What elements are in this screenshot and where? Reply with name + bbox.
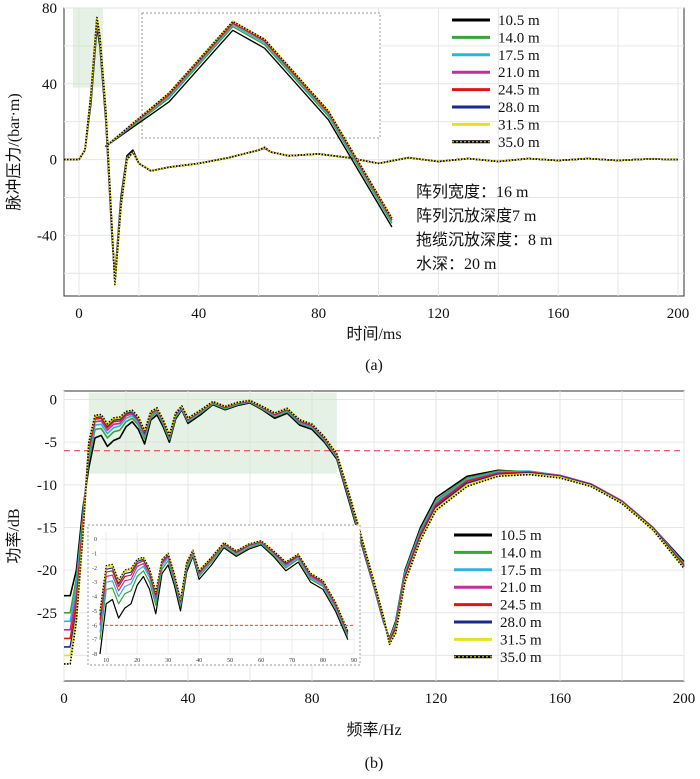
chart-a-highlight-region bbox=[72, 8, 103, 88]
b-ytick-0: 0 bbox=[50, 393, 58, 409]
a-line-7-yellow bbox=[64, 17, 679, 285]
chart-b-series bbox=[64, 399, 685, 665]
b-inset-ytick-2: -2 bbox=[92, 566, 97, 572]
b-ytick-3: -15 bbox=[37, 520, 57, 536]
a-legend-label-0: 10.5 m bbox=[498, 13, 540, 29]
b-inset-ytick-4: -4 bbox=[92, 595, 97, 601]
chart-a-inset-frame bbox=[141, 12, 381, 139]
b-inset-xtick-6: 70 bbox=[289, 658, 295, 664]
b-line-7 bbox=[64, 399, 685, 665]
b-inset-ytick-7: -7 bbox=[92, 638, 97, 644]
a-inset-line-2 bbox=[104, 24, 393, 222]
b-legend-label-7: 35.0 m bbox=[500, 650, 542, 666]
b-legend-label-0: 10.5 m bbox=[500, 528, 542, 544]
b-legend-label-4: 24.5 m bbox=[500, 598, 542, 614]
chart-a-xlabel: 时间/ms bbox=[346, 325, 401, 343]
a-ytick-1: 40 bbox=[42, 77, 57, 93]
b-legend-label-6: 31.5 m bbox=[500, 632, 542, 648]
b-inset-xtick-0: 10 bbox=[103, 658, 109, 664]
b-line-0 bbox=[64, 402, 685, 640]
b-inset-xtick-1: 20 bbox=[134, 658, 140, 664]
chart-a-caption: (a) bbox=[365, 357, 383, 374]
a-line-7 bbox=[64, 16, 679, 286]
chart-b-y-ticks: 0 -5 -10 -15 -20 -25 bbox=[37, 393, 57, 622]
chart-b-x-ticks: 0 40 80 120 160 200 bbox=[60, 691, 695, 707]
chart-a-series bbox=[64, 16, 679, 286]
b-inset-ytick-1: -1 bbox=[92, 552, 97, 558]
a-xtick-0: 0 bbox=[75, 306, 83, 322]
a-inset-line-7 bbox=[104, 20, 393, 219]
a-xtick-2: 80 bbox=[311, 306, 326, 322]
b-inset-xtick-7: 80 bbox=[320, 658, 326, 664]
a-xtick-5: 200 bbox=[667, 306, 690, 322]
b-xtick-1: 40 bbox=[181, 691, 196, 707]
chart-a-x-ticks: 0 40 80 120 160 200 bbox=[75, 306, 689, 322]
b-line-7-yellow bbox=[64, 399, 685, 665]
b-inset-xtick-5: 60 bbox=[258, 658, 264, 664]
a-legend-label-5: 28.0 m bbox=[498, 100, 540, 116]
b-xtick-2: 80 bbox=[305, 691, 320, 707]
b-legend-label-1: 14.0 m bbox=[500, 545, 542, 561]
b-inset-xtick-8: 90 bbox=[351, 658, 357, 664]
chart-a-y-ticks: 80 40 0 -40 bbox=[37, 1, 57, 244]
b-xtick-0: 0 bbox=[60, 691, 68, 707]
chart-b-caption: (b) bbox=[365, 755, 384, 772]
a-legend-label-6: 31.5 m bbox=[498, 117, 540, 133]
a-xtick-1: 40 bbox=[191, 306, 206, 322]
a-inset-line-1 bbox=[104, 26, 393, 224]
b-inset-line-7 bbox=[99, 540, 349, 631]
b-inset-ytick-6: -6 bbox=[92, 623, 97, 629]
b-xtick-3: 120 bbox=[425, 691, 448, 707]
chart-a-ylabel: 脉冲压力/(bar·m) bbox=[5, 93, 23, 210]
a-legend-label-4: 24.5 m bbox=[498, 83, 540, 99]
annotation-array-width: 阵列宽度：16 m bbox=[416, 183, 529, 201]
a-ytick-0: 80 bbox=[42, 1, 57, 17]
chart-b-ylabel: 功率/dB bbox=[5, 508, 23, 563]
chart-a: 0 40 80 120 160 200 80 40 0 -40 时间/ms 脉冲压力/(bar·… bbox=[5, 1, 689, 374]
b-inset-line-7-yellow bbox=[99, 540, 349, 631]
b-inset-ytick-3: -3 bbox=[92, 580, 97, 586]
chart-a-inset-series bbox=[104, 20, 393, 228]
a-inset-line-0 bbox=[104, 29, 393, 228]
b-inset-xtick-4: 50 bbox=[227, 658, 233, 664]
b-xtick-4: 160 bbox=[549, 691, 572, 707]
chart-b-inset: 10 20 30 40 50 60 70 80 90 0 -1 -2 -3 -4 -5 -6 -7 -8 bbox=[87, 524, 361, 666]
a-xtick-4: 160 bbox=[547, 306, 570, 322]
b-inset-ytick-8: -8 bbox=[92, 652, 97, 658]
a-xtick-3: 120 bbox=[427, 306, 450, 322]
b-inset-ytick-0: 0 bbox=[94, 537, 97, 543]
chart-a-inset bbox=[104, 12, 393, 228]
a-inset-line-4 bbox=[104, 22, 393, 221]
a-ytick-3: -40 bbox=[37, 228, 57, 244]
b-inset-xtick-2: 30 bbox=[165, 658, 171, 664]
annotation-water-depth: 水深：20 m bbox=[416, 255, 497, 273]
chart-a-legend: 10.5 m14.0 m 17.5 m21.0 m 24.5 m28.0 m31.5… bbox=[452, 13, 540, 151]
a-legend-label-1: 14.0 m bbox=[498, 30, 540, 46]
chart-b-inset-ticks: 10 20 30 40 50 60 70 80 90 0 -1 -2 -3 -4 -5 -6 -7 -8 bbox=[92, 537, 357, 664]
a-legend-label-3: 21.0 m bbox=[498, 65, 540, 81]
chart-b-legend: 10.5 m14.0 m 17.5 m21.0 m 24.5 m28.0 m31.5… bbox=[454, 528, 542, 666]
b-ytick-4: -20 bbox=[37, 563, 57, 579]
a-inset-line-7-yellow bbox=[105, 20, 393, 219]
b-ytick-1: -5 bbox=[45, 435, 58, 451]
a-legend-label-7: 35.0 m bbox=[498, 135, 540, 151]
b-legend-label-5: 28.0 m bbox=[500, 615, 542, 631]
a-ytick-2: 0 bbox=[50, 153, 58, 169]
b-legend-label-2: 17.5 m bbox=[500, 563, 542, 579]
annotation-streamer-depth: 拖缆沉放深度：8 m bbox=[416, 231, 553, 249]
chart-b-inset-series bbox=[99, 540, 349, 655]
b-inset-ytick-5: -5 bbox=[92, 609, 97, 615]
chart-b-highlight-region bbox=[88, 392, 337, 474]
b-xtick-5: 200 bbox=[673, 691, 696, 707]
b-legend-label-3: 21.0 m bbox=[500, 580, 542, 596]
chart-b-xlabel: 频率/Hz bbox=[346, 721, 401, 739]
b-ytick-5: -25 bbox=[37, 606, 57, 622]
chart-b: 10 20 30 40 50 60 70 80 90 0 -1 -2 -3 -4 -5 -6 -7 -8 0 40 8… bbox=[5, 390, 695, 772]
b-ytick-2: -10 bbox=[37, 478, 57, 494]
annotation-array-depth: 阵列沉放深度7 m bbox=[416, 207, 537, 225]
b-inset-xtick-3: 40 bbox=[196, 658, 202, 664]
a-legend-label-2: 17.5 m bbox=[498, 48, 540, 64]
